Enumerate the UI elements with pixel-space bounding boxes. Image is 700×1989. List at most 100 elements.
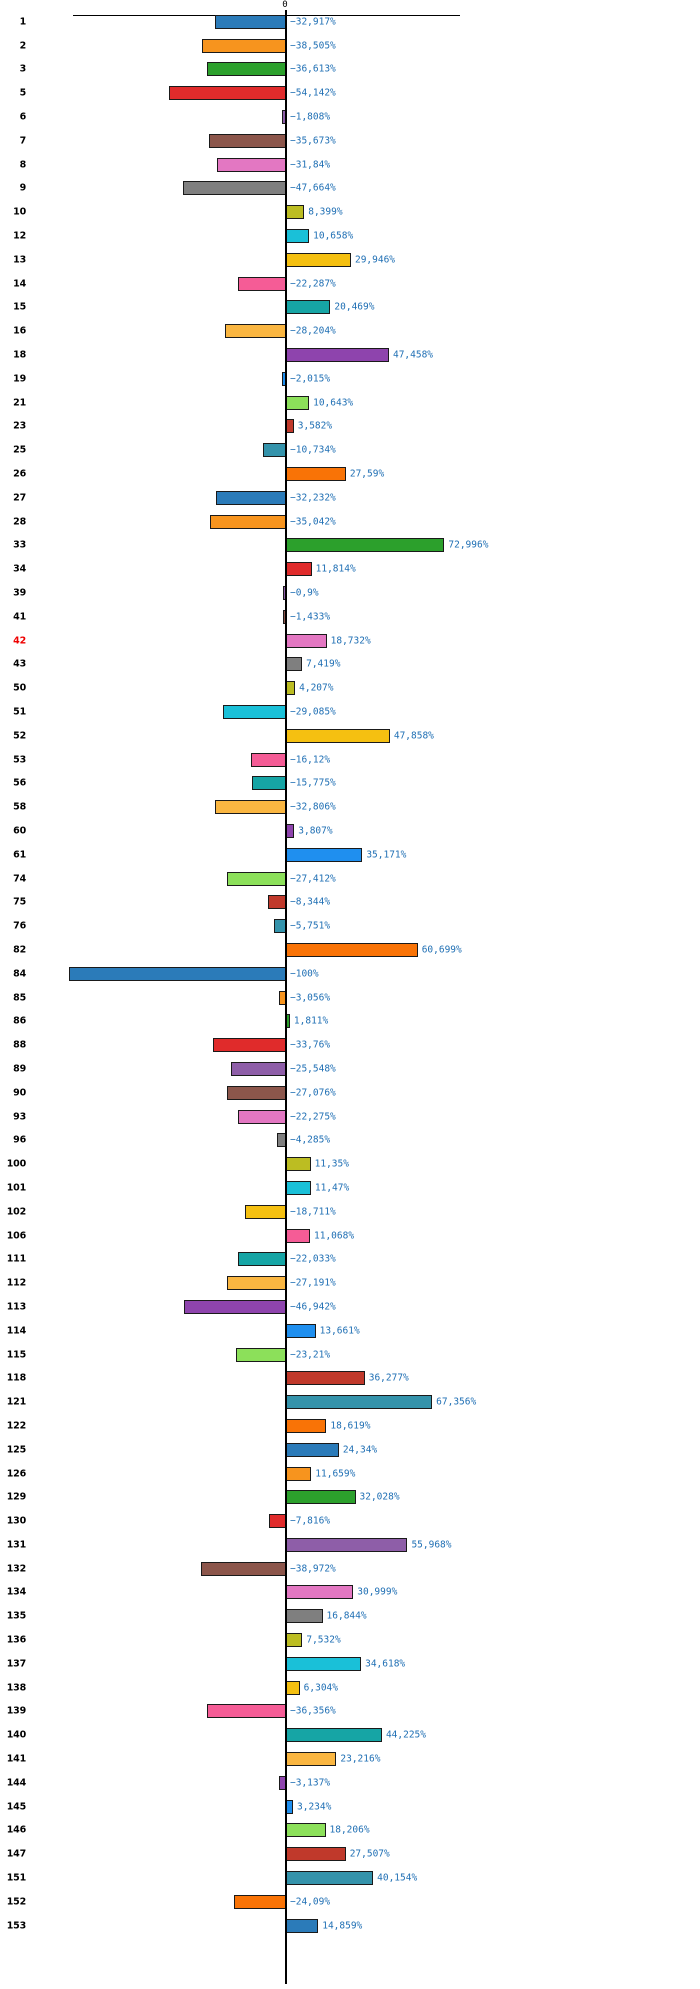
bar[interactable] [286, 1633, 303, 1648]
bar[interactable] [286, 942, 418, 957]
bar[interactable] [286, 1871, 374, 1886]
bar[interactable] [206, 62, 286, 77]
bar-row: 56 −15,775% [0, 772, 700, 796]
bar[interactable] [286, 348, 389, 363]
bar[interactable] [286, 467, 346, 482]
bar[interactable] [262, 443, 286, 458]
bar[interactable] [226, 1276, 286, 1291]
bar[interactable] [286, 1728, 382, 1743]
bar[interactable] [224, 324, 286, 339]
bar[interactable] [286, 823, 295, 838]
bar[interactable] [286, 1799, 294, 1814]
bar[interactable] [216, 490, 286, 505]
bar[interactable] [286, 681, 296, 696]
bar[interactable] [286, 1752, 337, 1767]
bar[interactable] [286, 395, 310, 410]
category-label: 144 [6, 1777, 26, 1789]
bar[interactable] [286, 1656, 362, 1671]
bar[interactable] [286, 562, 312, 577]
bar-row: 13 29,946% [0, 248, 700, 272]
bar[interactable] [286, 1918, 319, 1933]
bar[interactable] [227, 1085, 286, 1100]
bar[interactable] [245, 1204, 286, 1219]
bar[interactable] [286, 419, 294, 434]
bar[interactable] [286, 728, 390, 743]
value-label: 7,532% [306, 1634, 341, 1646]
bar[interactable] [207, 1704, 286, 1719]
bar[interactable] [286, 1395, 433, 1410]
bar[interactable] [286, 1585, 354, 1600]
category-label: 42 [13, 635, 26, 647]
bar[interactable] [286, 1418, 327, 1433]
bar[interactable] [269, 1514, 286, 1529]
bar[interactable] [202, 38, 286, 53]
value-label: 10,643% [313, 397, 354, 409]
bar[interactable] [286, 847, 363, 862]
category-label: 125 [6, 1444, 26, 1456]
value-label: −35,673% [290, 135, 336, 147]
bar[interactable] [286, 1823, 326, 1838]
bar-row: 114 13,661% [0, 1319, 700, 1343]
value-label: −23,21% [290, 1349, 331, 1361]
category-label: 151 [6, 1872, 26, 1884]
value-label: 8,399% [308, 206, 343, 218]
bar[interactable] [238, 1252, 286, 1267]
bar[interactable] [286, 205, 305, 220]
bar[interactable] [286, 1442, 339, 1457]
bar[interactable] [233, 1894, 286, 1909]
bar[interactable] [168, 86, 286, 101]
bar[interactable] [286, 633, 327, 648]
value-label: 36,277% [368, 1372, 409, 1384]
bar[interactable] [286, 1609, 323, 1624]
bar[interactable] [286, 300, 331, 315]
bar[interactable] [286, 1323, 316, 1338]
bar[interactable] [212, 1038, 286, 1053]
value-label: 32,028% [359, 1491, 400, 1503]
bar[interactable] [286, 1537, 408, 1552]
bar[interactable] [182, 181, 286, 196]
bar-row: 61 35,171% [0, 843, 700, 867]
category-label: 139 [6, 1705, 26, 1717]
bar[interactable] [286, 229, 310, 244]
value-label: 18,206% [329, 1824, 370, 1836]
category-label: 8 [19, 159, 27, 171]
bar[interactable] [286, 1490, 356, 1505]
bar[interactable] [230, 1061, 286, 1076]
bar[interactable] [251, 752, 286, 767]
bar[interactable] [208, 133, 286, 148]
bar[interactable] [222, 705, 286, 719]
bar[interactable] [286, 1157, 311, 1172]
bar[interactable] [69, 966, 286, 981]
bar[interactable] [286, 1228, 311, 1243]
bar-row: 134 30,999% [0, 1581, 700, 1605]
bar-row: 10 8,399% [0, 200, 700, 224]
category-label: 75 [13, 896, 26, 908]
bar[interactable] [184, 1299, 286, 1314]
bar-row: 58 −32,806% [0, 795, 700, 819]
bar[interactable] [226, 871, 286, 886]
bar[interactable] [286, 1680, 300, 1695]
bar-row: 136 7,532% [0, 1628, 700, 1652]
bar[interactable] [201, 1561, 286, 1576]
bar[interactable] [214, 800, 286, 815]
bar[interactable] [209, 514, 286, 529]
bar[interactable] [286, 1371, 365, 1386]
category-label: 88 [13, 1039, 26, 1051]
bar-row: 126 11,659% [0, 1462, 700, 1486]
bar[interactable] [251, 776, 286, 791]
bar[interactable] [286, 1180, 311, 1195]
bar[interactable] [286, 538, 445, 553]
bar[interactable] [286, 252, 351, 267]
value-label: 18,732% [330, 635, 371, 647]
bar[interactable] [286, 657, 303, 672]
bar[interactable] [235, 1347, 286, 1362]
value-label: 30,999% [357, 1586, 398, 1598]
bar[interactable] [237, 276, 286, 291]
bar[interactable] [286, 1466, 312, 1481]
bar[interactable] [286, 1847, 346, 1862]
bar[interactable] [267, 895, 286, 910]
bar-row: 122 18,619% [0, 1414, 700, 1438]
bar[interactable] [237, 1109, 286, 1124]
bar[interactable] [216, 157, 286, 172]
bar[interactable] [214, 14, 286, 29]
